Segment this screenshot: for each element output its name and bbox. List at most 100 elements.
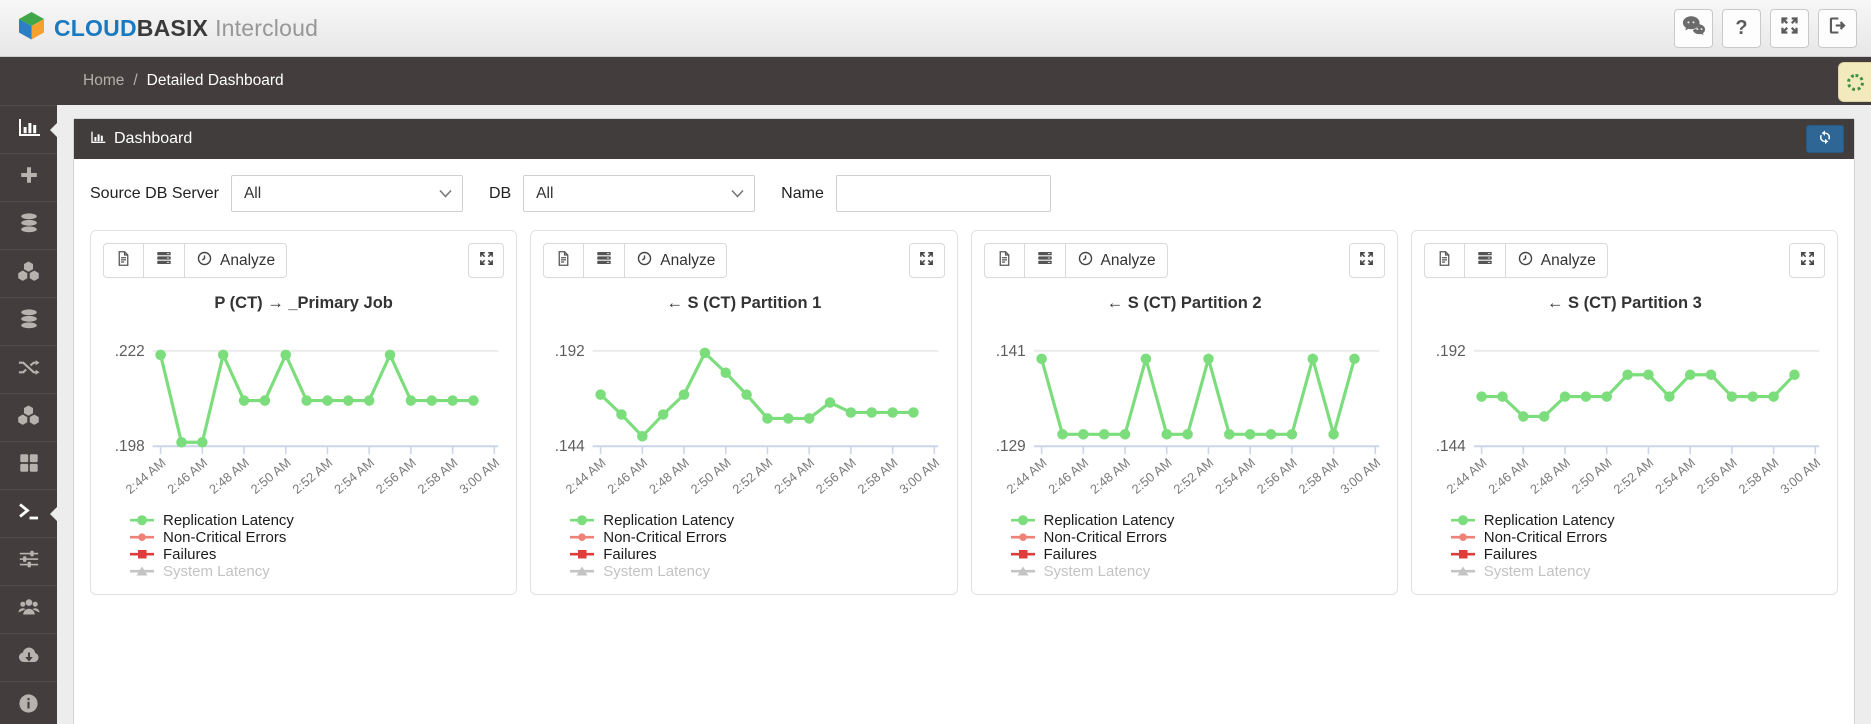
- legend-item-non-critical-errors[interactable]: Non-Critical Errors: [1450, 529, 1825, 546]
- legend-item-failures[interactable]: Failures: [569, 546, 944, 563]
- legend-item-non-critical-errors[interactable]: Non-Critical Errors: [1010, 529, 1385, 546]
- expand-chart-button[interactable]: [1348, 243, 1385, 278]
- source-db-label: Source DB Server: [90, 184, 219, 202]
- line-chart: 2:44 AM 2:46 AM 2:48 AM 2:50 AM 2:52 AM 2:54 …: [984, 335, 1385, 508]
- breadcrumb-separator: /: [133, 72, 138, 89]
- svg-text:2:56 AM: 2:56 AM: [1253, 455, 1299, 497]
- report-button[interactable]: [983, 243, 1025, 278]
- expand-chart-button[interactable]: [908, 243, 945, 278]
- sidebar-item-info[interactable]: [0, 681, 57, 724]
- legend-item-replication-latency[interactable]: Replication Latency: [1450, 512, 1825, 529]
- sidebar-item-replication-jobs[interactable]: [0, 345, 57, 393]
- db-select[interactable]: All: [523, 175, 756, 212]
- legend-item-non-critical-errors[interactable]: Non-Critical Errors: [129, 529, 504, 546]
- expand-chart-button[interactable]: [1789, 243, 1825, 278]
- svg-text:2:44 AM: 2:44 AM: [1443, 455, 1489, 497]
- sidebar-item-settings[interactable]: [0, 537, 57, 585]
- expand-chart-button[interactable]: [468, 243, 505, 278]
- card-toolbar: Analyze: [1423, 243, 1825, 278]
- svg-text:3:00 AM: 3:00 AM: [456, 455, 502, 497]
- legend-marker-icon: [1450, 549, 1475, 559]
- sidebar-item-databases[interactable]: [0, 201, 57, 249]
- analyze-button[interactable]: Analyze: [1504, 243, 1608, 278]
- svg-text:2:46 AM: 2:46 AM: [164, 455, 210, 497]
- server-detail-button[interactable]: [583, 243, 626, 278]
- sidebar-item-users[interactable]: [0, 585, 57, 633]
- server-icon: [155, 249, 173, 272]
- name-input[interactable]: [835, 175, 1051, 212]
- panel-header: Dashboard: [74, 119, 1854, 159]
- legend-item-system-latency[interactable]: System Latency: [1010, 563, 1385, 580]
- shuffle-icon: [17, 356, 40, 384]
- chart-card-partition-2: Analyze ← S (CT) Partition 2 2:44 AM 2:46…: [970, 230, 1398, 595]
- chart-legend: Replication Latency Non-Critical Errors Fa…: [569, 512, 944, 580]
- chevron-down-icon: [439, 185, 452, 203]
- breadcrumb: Home / Detailed Dashboard: [0, 57, 1871, 105]
- loading-tab[interactable]: [1838, 62, 1871, 102]
- server-detail-button[interactable]: [143, 243, 185, 278]
- name-label: Name: [781, 184, 824, 202]
- svg-text:.144: .144: [1436, 438, 1466, 455]
- chat-bubbles-icon: [1682, 15, 1706, 41]
- sidebar-item-add[interactable]: [0, 153, 57, 201]
- legend-item-failures[interactable]: Failures: [129, 546, 504, 563]
- svg-text:2:56 AM: 2:56 AM: [813, 455, 859, 497]
- legend-item-non-critical-errors[interactable]: Non-Critical Errors: [569, 529, 944, 546]
- brand-name: CLOUDBASIX Intercloud: [54, 14, 319, 41]
- legend-marker-icon: [1450, 533, 1475, 541]
- analyze-button[interactable]: Analyze: [184, 243, 288, 278]
- breadcrumb-home-link[interactable]: Home: [83, 72, 125, 89]
- svg-text:2:58 AM: 2:58 AM: [1735, 455, 1781, 497]
- legend-item-system-latency[interactable]: System Latency: [129, 563, 504, 580]
- server-detail-button[interactable]: [1463, 243, 1506, 278]
- svg-text:2:46 AM: 2:46 AM: [1045, 455, 1091, 497]
- report-button[interactable]: [1423, 243, 1465, 278]
- svg-text:2:44 AM: 2:44 AM: [1003, 455, 1049, 497]
- legend-marker-icon: [1010, 566, 1035, 576]
- sidebar-item-db-targets[interactable]: [0, 297, 57, 345]
- legend-item-replication-latency[interactable]: Replication Latency: [1010, 512, 1385, 529]
- svg-text:2:50 AM: 2:50 AM: [688, 455, 734, 497]
- sidebar-item-dashboard-charts[interactable]: [0, 105, 57, 153]
- legend-item-system-latency[interactable]: System Latency: [569, 563, 944, 580]
- legend-marker-icon: [1010, 515, 1035, 526]
- svg-text:2:54 AM: 2:54 AM: [771, 455, 817, 497]
- legend-marker-icon: [1450, 566, 1475, 576]
- comments-button[interactable]: [1674, 8, 1713, 48]
- report-button[interactable]: [103, 243, 144, 278]
- source-db-select[interactable]: All: [230, 175, 463, 212]
- help-button[interactable]: ?: [1722, 8, 1761, 48]
- server-icon: [1036, 249, 1054, 272]
- report-button[interactable]: [543, 243, 585, 278]
- sidebar-item-packages[interactable]: [0, 393, 57, 441]
- clock-icon: [1517, 250, 1534, 272]
- legend-item-replication-latency[interactable]: Replication Latency: [129, 512, 504, 529]
- card-toolbar: Analyze: [543, 243, 945, 278]
- info-icon: [17, 692, 40, 720]
- fullscreen-button[interactable]: [1770, 8, 1809, 48]
- svg-text:.192: .192: [555, 343, 585, 360]
- users-icon: [17, 595, 41, 624]
- sidebar-item-clusters[interactable]: [0, 249, 57, 297]
- analyze-button[interactable]: Analyze: [624, 243, 728, 278]
- sidebar-item-apps[interactable]: [0, 441, 57, 489]
- refresh-button[interactable]: [1806, 125, 1844, 153]
- sidebar-nav: [0, 57, 57, 724]
- svg-text:2:50 AM: 2:50 AM: [248, 455, 294, 497]
- sign-out-button[interactable]: [1818, 8, 1857, 48]
- legend-marker-icon: [570, 549, 595, 559]
- server-detail-button[interactable]: [1023, 243, 1066, 278]
- analyze-button[interactable]: Analyze: [1064, 243, 1168, 278]
- svg-text:3:00 AM: 3:00 AM: [1777, 455, 1823, 497]
- legend-item-system-latency[interactable]: System Latency: [1450, 563, 1825, 580]
- svg-text:2:50 AM: 2:50 AM: [1568, 455, 1614, 497]
- refresh-icon: [1817, 129, 1833, 150]
- cubes-icon: [17, 260, 40, 288]
- sidebar-item-cloud-backup[interactable]: [0, 633, 57, 681]
- main-content: Dashboard Source DB Server: [57, 105, 1871, 724]
- legend-item-failures[interactable]: Failures: [1450, 546, 1825, 563]
- sidebar-item-console[interactable]: [0, 489, 57, 537]
- legend-item-replication-latency[interactable]: Replication Latency: [569, 512, 944, 529]
- legend-item-failures[interactable]: Failures: [1010, 546, 1385, 563]
- chart-card-partition-1: Analyze ← S (CT) Partition 1 2:44 AM 2:46…: [530, 230, 958, 595]
